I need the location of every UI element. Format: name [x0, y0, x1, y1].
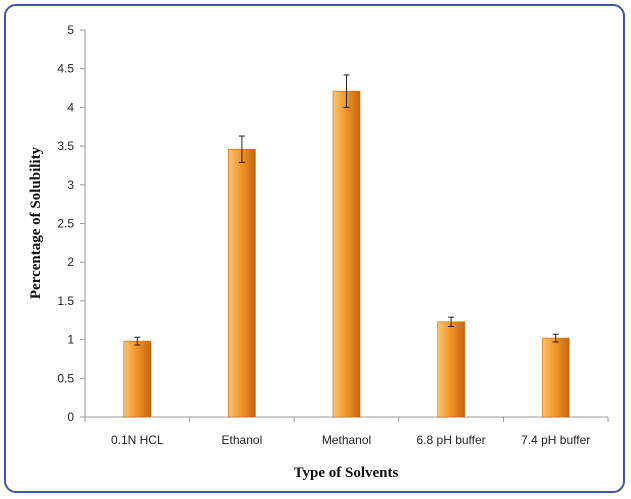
chart-frame — [4, 4, 625, 493]
y-tick-label: 0 — [67, 410, 74, 424]
y-tick-label: 1 — [67, 333, 74, 347]
x-category-label: 0.1N HCL — [111, 433, 164, 447]
bar — [123, 340, 152, 418]
y-tick-label: 3 — [67, 178, 74, 192]
x-category-label: Ethanol — [222, 433, 263, 447]
y-axis-title: Percentage of Solubility — [28, 146, 44, 299]
x-category-label: 6.8 pH buffer — [417, 433, 486, 447]
y-tick-label: 3.5 — [57, 139, 74, 153]
y-tick-label: 1.5 — [57, 294, 74, 308]
y-tick-label: 2.5 — [57, 217, 74, 231]
x-axis-title: Type of Solvents — [294, 465, 399, 481]
bar — [228, 148, 256, 418]
y-tick-label: 2 — [67, 255, 74, 269]
x-category-label: 7.4 pH buffer — [521, 433, 590, 447]
bar — [541, 337, 570, 418]
bar — [437, 321, 465, 418]
y-tick-label: 4.5 — [57, 62, 74, 76]
x-category-label: Methanol — [322, 433, 371, 447]
y-tick-label: 4 — [67, 100, 74, 114]
y-tick-label: 5 — [67, 23, 74, 37]
y-tick-label: 0.5 — [57, 371, 74, 385]
bar — [332, 90, 361, 418]
